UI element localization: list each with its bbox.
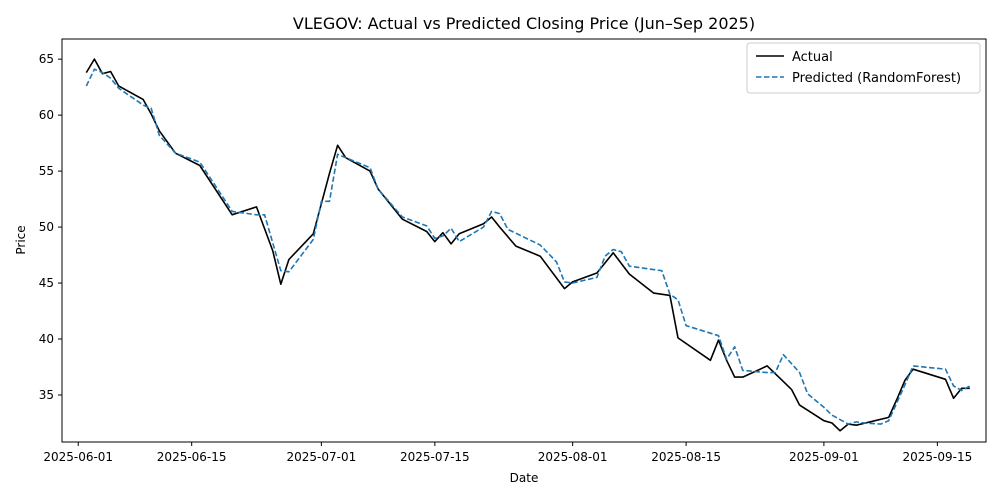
y-axis: 35 40 45 50 55 60 65 — [39, 52, 62, 402]
x-tick-label: 2025-06-15 — [157, 450, 227, 464]
legend-label-predicted: Predicted (RandomForest) — [792, 71, 961, 86]
x-tick-label: 2025-09-01 — [789, 450, 859, 464]
legend: Actual Predicted (RandomForest) — [746, 42, 981, 94]
x-tick-label: 2025-08-15 — [651, 450, 721, 464]
y-tick-label: 60 — [39, 108, 54, 122]
plot-frame — [61, 38, 987, 443]
x-tick-label: 2025-07-15 — [400, 450, 470, 464]
series-line-predicted — [85, 68, 971, 425]
y-tick-label: 45 — [39, 276, 54, 290]
y-tick-label: 50 — [39, 220, 54, 234]
x-tick-label: 2025-07-01 — [286, 450, 356, 464]
y-tick-label: 55 — [39, 164, 54, 178]
legend-label-actual: Actual — [792, 50, 833, 65]
chart-title: VLEGOV: Actual vs Predicted Closing Pric… — [293, 14, 755, 33]
y-tick-label: 65 — [39, 52, 54, 66]
x-tick-label: 2025-06-01 — [43, 450, 113, 464]
x-axis-label: Date — [510, 471, 539, 485]
x-axis: 2025-06-01 2025-06-15 2025-07-01 2025-07-15… — [43, 442, 972, 464]
plot-area — [85, 58, 971, 432]
legend-box — [746, 42, 981, 94]
series-line-actual — [85, 58, 970, 432]
y-tick-label: 40 — [39, 332, 54, 346]
y-axis-label: Price — [14, 225, 28, 254]
y-tick-label: 35 — [39, 388, 54, 402]
x-tick-label: 2025-08-01 — [538, 450, 608, 464]
x-tick-label: 2025-09-15 — [902, 450, 972, 464]
